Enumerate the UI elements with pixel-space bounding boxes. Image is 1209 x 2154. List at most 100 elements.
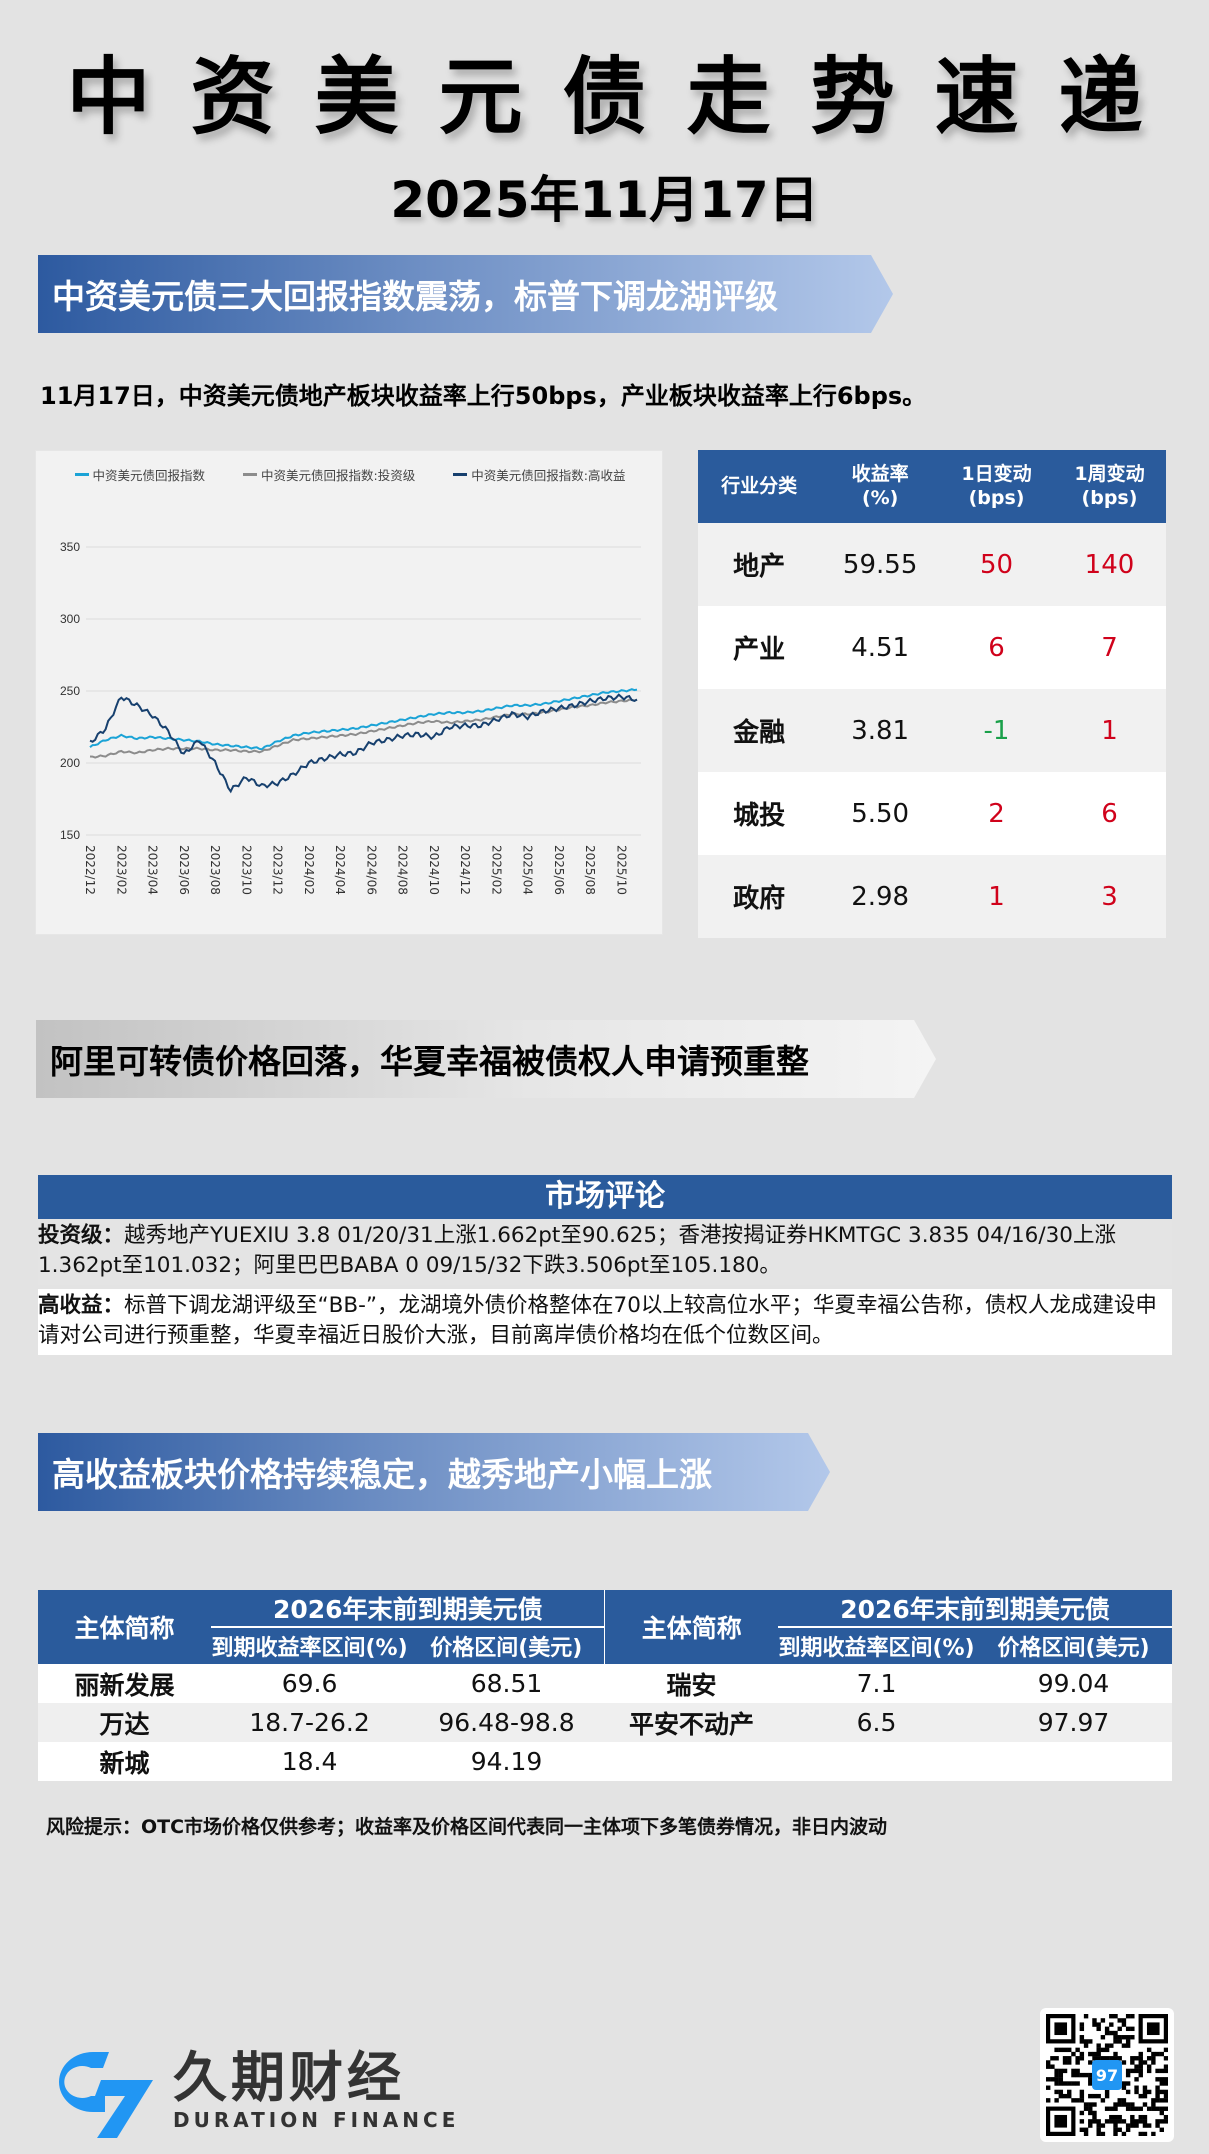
high-yield-label: 高收益： <box>38 1293 125 1318</box>
legend-label: 中资美元债回报指数:投资级 <box>261 468 416 483</box>
svg-text:2024/08: 2024/08 <box>396 845 410 895</box>
header-price-right: 价格区间(美元) <box>975 1626 1172 1664</box>
header-yield-left: 到期收益率区间(%) <box>211 1626 409 1664</box>
yield-range: 69.6 <box>211 1664 409 1703</box>
svg-text:2025/10: 2025/10 <box>614 845 628 895</box>
header-issuer-right: 主体简称 <box>604 1590 779 1664</box>
summary-text: 11月17日，中资美元债地产板块收益率上行50bps，产业板块收益率上行6bps… <box>40 382 927 410</box>
yield-range: 18.4 <box>211 1742 409 1781</box>
section-banner-high-yield: 高收益板块价格持续稳定，越秀地产小幅上涨 <box>38 1433 830 1511</box>
svg-text:2025/08: 2025/08 <box>583 845 597 895</box>
svg-text:2024/12: 2024/12 <box>458 845 472 895</box>
legend-item: 中资美元债回报指数:投资级 <box>243 465 415 484</box>
table-row: 城投 5.50 2 6 <box>698 772 1166 855</box>
svg-text:2023/06: 2023/06 <box>177 845 191 895</box>
table-row: 地产 59.55 50 140 <box>698 523 1166 606</box>
price-range: 97.97 <box>975 1703 1172 1742</box>
sector-1d-change: 1 <box>940 855 1053 938</box>
sector-1w-change: 6 <box>1053 772 1166 855</box>
chart-legend: 中资美元债回报指数 中资美元债回报指数:投资级 中资美元债回报指数:高收益 <box>36 465 664 484</box>
sector-1w-change: 1 <box>1053 689 1166 772</box>
yield-range: 6.5 <box>778 1703 976 1742</box>
issuer-name: 万达 <box>38 1703 212 1742</box>
svg-text:2024/02: 2024/02 <box>302 845 316 895</box>
legend-swatch-icon <box>243 473 258 476</box>
svg-text:150: 150 <box>60 828 80 842</box>
sector-yield: 4.51 <box>820 606 941 689</box>
yield-range: 7.1 <box>778 1664 976 1703</box>
svg-text:2023/08: 2023/08 <box>208 845 222 895</box>
sector-name: 地产 <box>698 523 821 606</box>
svg-text:2025/06: 2025/06 <box>552 845 566 895</box>
brand-name-en: DURATION FINANCE <box>173 2108 460 2132</box>
sector-name: 金融 <box>698 689 821 772</box>
price-range: 68.51 <box>408 1664 605 1703</box>
legend-item: 中资美元债回报指数 <box>74 465 205 484</box>
svg-text:2025/02: 2025/02 <box>489 845 503 895</box>
sector-1d-change: 50 <box>940 523 1053 606</box>
market-comment-box: 市场评论 投资级：越秀地产YUEXIU 3.8 01/20/31上涨1.662p… <box>38 1175 1172 1355</box>
investment-grade-text: 越秀地产YUEXIU 3.8 01/20/31上涨1.662pt至90.625；… <box>38 1223 1116 1278</box>
price-range: 96.48-98.8 <box>408 1703 605 1742</box>
header-group-left: 2026年末前到期美元债 <box>211 1590 605 1627</box>
table-row: 政府 2.98 1 3 <box>698 855 1166 938</box>
sector-name: 政府 <box>698 855 821 938</box>
svg-text:200: 200 <box>60 756 80 770</box>
header-1d-change: 1日变动 (bps) <box>940 450 1053 523</box>
svg-text:2023/12: 2023/12 <box>271 845 285 895</box>
section-banner-text: 阿里可转债价格回落，华夏幸福被债权人申请预重整 <box>50 1042 809 1081</box>
header-yield-right: 到期收益率区间(%) <box>778 1626 976 1664</box>
section-banner-text: 高收益板块价格持续稳定，越秀地产小幅上涨 <box>52 1455 712 1494</box>
sector-1d-change: -1 <box>940 689 1053 772</box>
yield-range <box>778 1742 976 1781</box>
return-index-chart: 中资美元债回报指数 中资美元债回报指数:投资级 中资美元债回报指数:高收益 15… <box>35 450 663 935</box>
header-group-right: 2026年末前到期美元债 <box>778 1590 1172 1627</box>
high-yield-comment: 高收益：标普下调龙湖评级至“BB-”，龙湖境外债价格整体在70以上较高位水平；华… <box>38 1289 1172 1355</box>
svg-text:2025/04: 2025/04 <box>521 845 535 895</box>
svg-text:97: 97 <box>1096 2066 1118 2085</box>
section-banner-index: 中资美元债三大回报指数震荡，标普下调龙湖评级 <box>38 255 893 333</box>
svg-text:2023/10: 2023/10 <box>239 845 253 895</box>
qr-pattern-icon: 97 <box>1046 2014 1169 2137</box>
brand-logo: 久期财经 DURATION FINANCE <box>45 2040 459 2140</box>
sector-1d-change: 2 <box>940 772 1053 855</box>
page-title: 中资美元债走势速递 <box>66 48 1183 146</box>
investment-grade-label: 投资级： <box>38 1223 125 1248</box>
sector-1w-change: 3 <box>1053 855 1166 938</box>
legend-label: 中资美元债回报指数:高收益 <box>471 468 626 483</box>
header-1w-change: 1周变动 (bps) <box>1053 450 1166 523</box>
sector-1w-change: 140 <box>1053 523 1166 606</box>
bond-price-table: 主体简称 2026年末前到期美元债 主体简称 2026年末前到期美元债 到期收益… <box>38 1590 1172 1781</box>
sector-name: 城投 <box>698 772 821 855</box>
report-date: 2025年11月17日 <box>390 171 819 229</box>
sector-name: 产业 <box>698 606 821 689</box>
sector-yield: 5.50 <box>820 772 941 855</box>
issuer-name: 平安不动产 <box>604 1703 779 1742</box>
risk-notice: 风险提示：OTC市场价格仅供参考；收益率及价格区间代表同一主体项下多笔债券情况，… <box>46 1816 888 1838</box>
issuer-name <box>604 1742 779 1781</box>
table-header-row: 行业分类 收益率 (%) 1日变动 (bps) 1周变动 (bps) <box>698 450 1166 523</box>
yield-range: 18.7-26.2 <box>211 1703 409 1742</box>
table-row: 新城 18.4 94.19 <box>38 1742 1172 1781</box>
table-row: 丽新发展 69.6 68.51 瑞安 7.1 99.04 <box>38 1664 1172 1703</box>
qr-code-icon[interactable]: 97 <box>1040 2008 1174 2142</box>
price-range: 94.19 <box>408 1742 605 1781</box>
svg-text:2022/12: 2022/12 <box>83 845 97 895</box>
header-price-left: 价格区间(美元) <box>408 1626 605 1664</box>
price-range: 99.04 <box>975 1664 1172 1703</box>
header-category: 行业分类 <box>698 450 821 523</box>
svg-text:250: 250 <box>60 684 80 698</box>
table-row: 金融 3.81 -1 1 <box>698 689 1166 772</box>
sector-yield: 59.55 <box>820 523 941 606</box>
table-row: 万达 18.7-26.2 96.48-98.8 平安不动产 6.5 97.97 <box>38 1703 1172 1742</box>
svg-text:2023/04: 2023/04 <box>146 845 160 895</box>
issuer-name: 瑞安 <box>604 1664 779 1703</box>
section-banner-text: 中资美元债三大回报指数震荡，标普下调龙湖评级 <box>52 277 778 316</box>
sector-yield: 2.98 <box>820 855 941 938</box>
section-banner-news: 阿里可转债价格回落，华夏幸福被债权人申请预重整 <box>36 1020 936 1098</box>
legend-swatch-icon <box>453 473 468 476</box>
header-issuer-left: 主体简称 <box>38 1590 212 1664</box>
svg-text:300: 300 <box>60 612 80 626</box>
sector-1d-change: 6 <box>940 606 1053 689</box>
legend-item: 中资美元债回报指数:高收益 <box>453 465 625 484</box>
